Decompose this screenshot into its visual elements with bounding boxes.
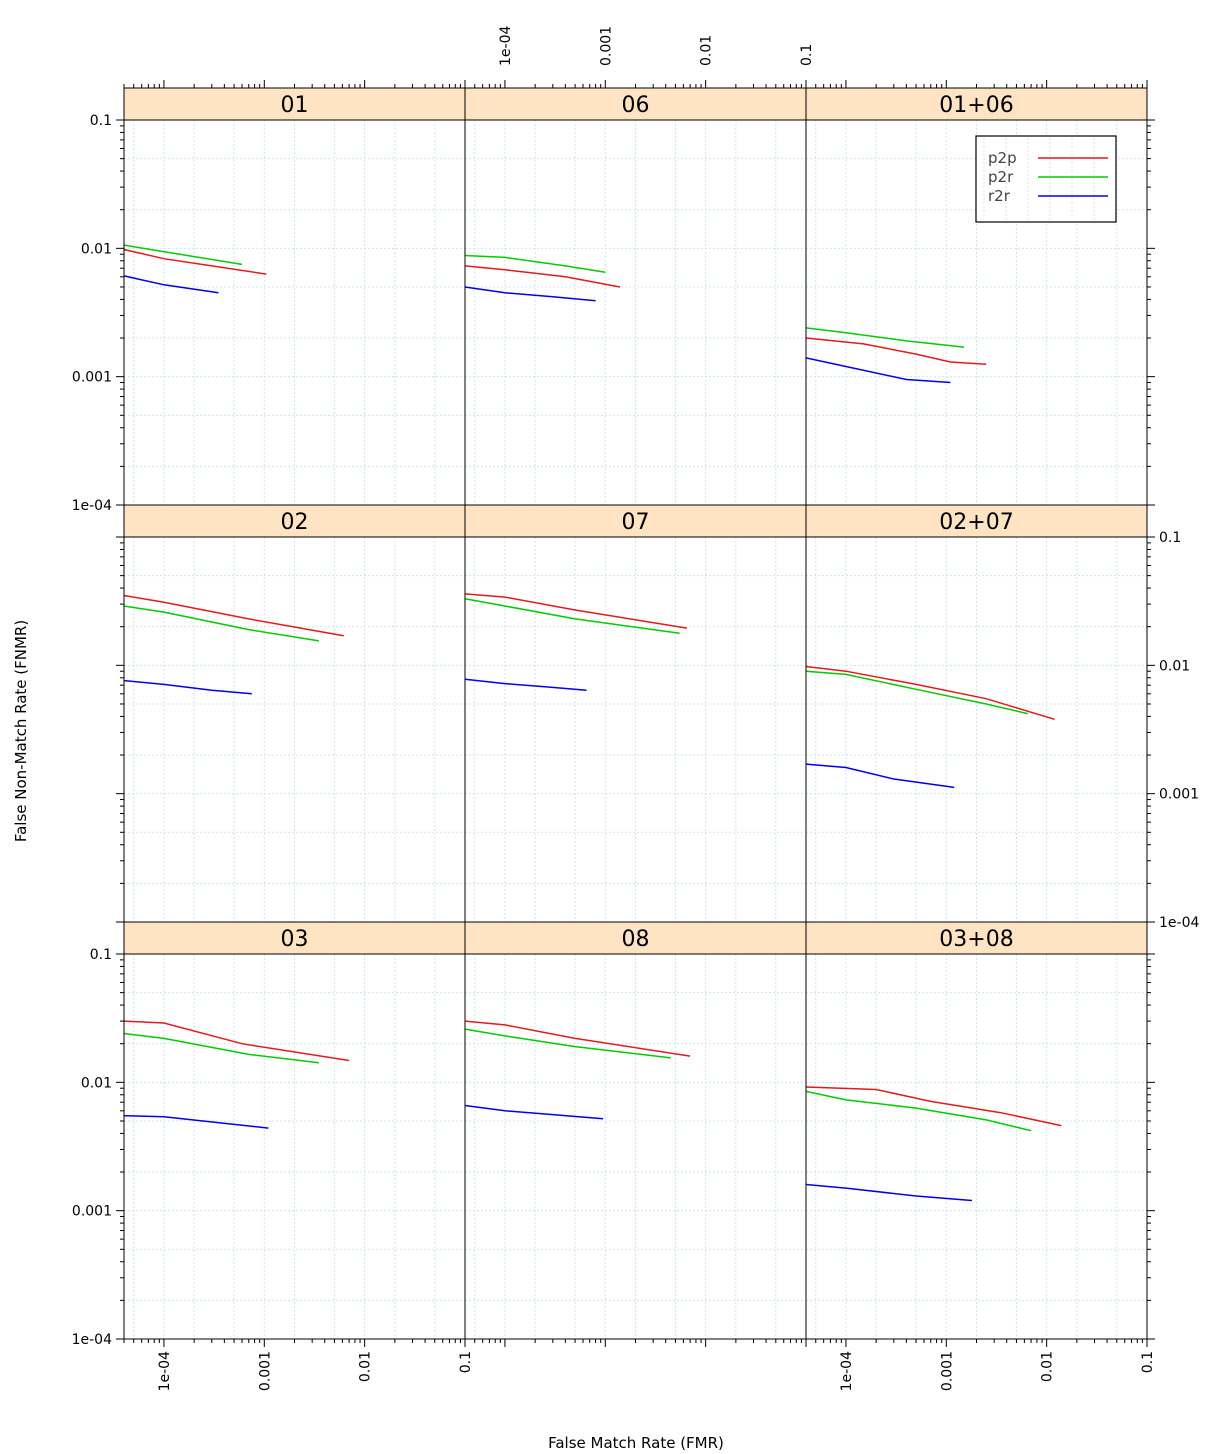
strip-label-02: 02 <box>281 510 309 535</box>
series-line-r2r-08 <box>464 1104 604 1120</box>
x-tick-label: 1e-04 <box>498 26 514 66</box>
x-tick-label: 1e-04 <box>839 1351 855 1391</box>
legend-label-p2r: p2r <box>988 168 1014 186</box>
series-line-p2p-02-plus-07 <box>805 665 1055 721</box>
series-line-p2p-02 <box>123 594 344 637</box>
y-tick-label: 0.01 <box>81 241 112 257</box>
series-line-p2p-06 <box>464 265 621 288</box>
series-line-p2p-08 <box>464 1020 691 1057</box>
x-tick-label: 1e-04 <box>157 1351 173 1391</box>
x-tick-label: 0.01 <box>1040 1351 1056 1382</box>
y-tick-label: 0.001 <box>72 1204 112 1220</box>
series-line-p2p-01 <box>123 248 267 275</box>
x-tick-label: 0.001 <box>939 1351 955 1391</box>
x-tick-label: 0.1 <box>458 1351 474 1373</box>
strip-03-plus-08 <box>805 921 1148 955</box>
strip-06 <box>464 87 807 121</box>
strip-label-07: 07 <box>622 510 650 535</box>
series-line-p2p-01-plus-06 <box>805 337 987 365</box>
y-tick-label: 1e-04 <box>1159 915 1199 931</box>
strip-02-plus-07 <box>805 504 1148 538</box>
x-tick-label: 0.01 <box>358 1351 374 1382</box>
series-line-p2r-08 <box>464 1028 671 1059</box>
y-tick-label: 0.1 <box>90 113 112 129</box>
y-tick-label: 1e-04 <box>72 498 112 514</box>
legend-label-r2r: r2r <box>988 187 1011 205</box>
strip-layer: 01 06 01+06 02 07 02+07 03 08 03+08 <box>123 87 1148 955</box>
strip-label-03-plus-08: 03+08 <box>939 927 1013 952</box>
y-axis-title: False Non-Match Rate (FNMR) <box>12 620 30 842</box>
strip-label-01-plus-06: 01+06 <box>939 93 1013 118</box>
series-line-r2r-01-plus-06 <box>805 357 951 384</box>
series-line-p2r-01-plus-06 <box>805 327 965 348</box>
series-line-p2r-03-plus-08 <box>805 1090 1032 1132</box>
strip-label-08: 08 <box>622 927 650 952</box>
x-tick-label: 0.001 <box>257 1351 273 1391</box>
x-tick-label: 0.1 <box>799 44 815 66</box>
series-line-r2r-02 <box>123 679 252 695</box>
strip-label-03: 03 <box>281 927 309 952</box>
strip-label-06: 06 <box>622 93 650 118</box>
y-tick-label: 0.001 <box>72 370 112 386</box>
series-line-r2r-07 <box>464 678 587 691</box>
legend-label-p2p: p2p <box>988 149 1017 167</box>
series-line-p2r-07 <box>464 598 680 634</box>
y-tick-label: 0.1 <box>90 947 112 963</box>
series-line-p2r-06 <box>464 254 606 274</box>
y-tick-label: 0.01 <box>81 1075 112 1091</box>
series-layer <box>123 244 1062 1202</box>
series-line-r2r-01 <box>123 275 219 294</box>
x-tick-label: 0.01 <box>699 35 715 66</box>
y-tick-label: 1e-04 <box>72 1332 112 1348</box>
strip-03 <box>123 921 466 955</box>
legend-box <box>975 135 1117 223</box>
strip-01-plus-06 <box>805 87 1148 121</box>
series-line-r2r-02-plus-07 <box>805 763 955 789</box>
y-tick-label: 0.1 <box>1159 530 1181 546</box>
y-tick-label: 0.001 <box>1159 787 1199 803</box>
strip-07 <box>464 504 807 538</box>
strip-label-01: 01 <box>281 93 309 118</box>
series-line-p2p-03 <box>123 1020 350 1062</box>
strip-02 <box>123 504 466 538</box>
x-axis-title: False Match Rate (FMR) <box>548 1434 724 1452</box>
grid-layer <box>124 120 1147 1340</box>
series-line-r2r-06 <box>464 286 596 302</box>
series-line-r2r-03-plus-08 <box>805 1183 972 1202</box>
strip-08 <box>464 921 807 955</box>
series-line-p2p-07 <box>464 593 688 629</box>
series-line-p2r-02 <box>123 605 320 642</box>
tick-layer <box>116 80 1155 1347</box>
x-tick-label: 0.001 <box>598 26 614 66</box>
x-tick-label: 0.1 <box>1140 1351 1156 1373</box>
series-line-p2r-02-plus-07 <box>805 670 1029 715</box>
y-tick-label: 0.01 <box>1159 658 1190 674</box>
series-line-r2r-03 <box>123 1114 269 1129</box>
series-line-p2r-03 <box>123 1032 319 1064</box>
strip-label-02-plus-07: 02+07 <box>939 510 1013 535</box>
tick-label-layer: 1e-04 0.001 0.01 0.1 1e-04 0.001 0.01 0.1 1e-04 0… <box>72 26 1200 1392</box>
series-line-p2p-03-plus-08 <box>805 1086 1062 1127</box>
series-line-p2r-01 <box>123 244 243 266</box>
